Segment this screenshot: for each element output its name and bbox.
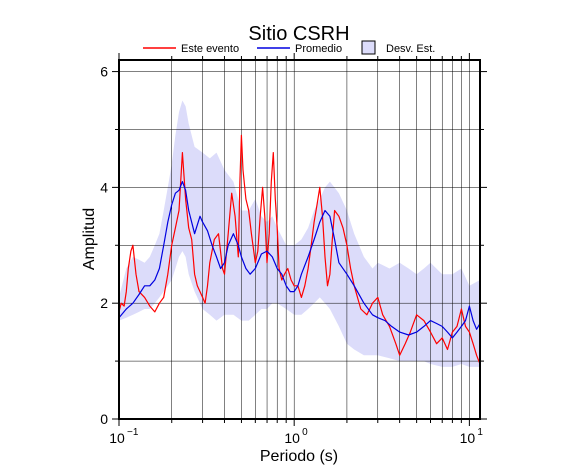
x-tick-exponent: 0: [302, 427, 308, 438]
legend-label-promedio: Promedio: [295, 43, 342, 55]
chart-title: Sitio CSRH: [248, 23, 349, 45]
x-tick-exponent: 1: [477, 427, 483, 438]
legend: Este evento Promedio Desv. Est.: [143, 40, 435, 55]
y-tick-label: 4: [100, 179, 108, 195]
legend-label-desv-est: Desv. Est.: [386, 43, 435, 55]
plot-frame: [118, 59, 481, 420]
x-tick-label: 10: [284, 430, 300, 446]
series-line-este-evento: [118, 134, 481, 365]
y-axis-label: Amplitud: [81, 208, 98, 270]
x-tick-label: 10: [460, 430, 476, 446]
x-tick-exponent: −1: [127, 427, 139, 438]
legend-label-este-evento: Este evento: [181, 43, 239, 55]
x-axis-label: Periodo (s): [260, 448, 338, 465]
y-tick-label: 6: [100, 64, 108, 80]
series-line-promedio: [118, 181, 481, 339]
y-tick-label: 2: [100, 295, 108, 311]
x-tick-label: 10: [109, 430, 125, 446]
std-dev-band: [119, 100, 480, 367]
legend-swatch-desv-est: [361, 40, 376, 55]
y-tick-label: 0: [100, 411, 108, 427]
